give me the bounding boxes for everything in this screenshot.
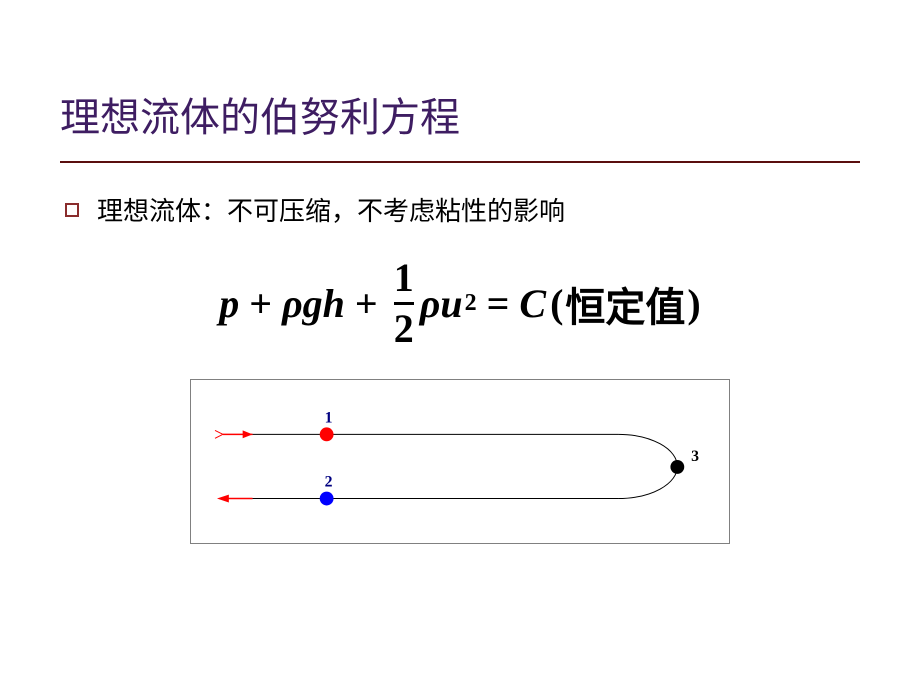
eq-superscript: 2 bbox=[465, 290, 477, 317]
flow-diagram-svg: 1 2 3 bbox=[191, 380, 729, 543]
equation-container: p + ρ g h + 1 2 ρ u 2 = C ( 恒定值 ) bbox=[60, 258, 860, 349]
svg-text:2: 2 bbox=[325, 474, 333, 491]
slide: 理想流体的伯努利方程 理想流体：不可压缩，不考虑粘性的影响 p + ρ g h … bbox=[0, 0, 920, 690]
eq-C: C bbox=[519, 280, 546, 327]
eq-rho: ρ bbox=[420, 280, 441, 327]
eq-paren-close: ) bbox=[685, 280, 700, 327]
bullet-row: 理想流体：不可压缩，不考虑粘性的影响 bbox=[65, 191, 860, 228]
bernoulli-equation: p + ρ g h + 1 2 ρ u 2 = C ( 恒定值 ) bbox=[219, 258, 700, 349]
eq-equals: = bbox=[477, 280, 520, 327]
flow-diagram: 1 2 3 bbox=[190, 379, 730, 544]
eq-constant-text: 恒定值 bbox=[565, 275, 685, 333]
eq-p: p bbox=[219, 280, 239, 327]
eq-plus: + bbox=[345, 280, 388, 327]
bullet-icon bbox=[65, 203, 79, 217]
bullet-text: 理想流体：不可压缩，不考虑粘性的影响 bbox=[97, 191, 565, 228]
eq-paren-open: ( bbox=[546, 280, 565, 327]
svg-text:1: 1 bbox=[325, 409, 333, 426]
slide-title: 理想流体的伯努利方程 bbox=[60, 85, 860, 163]
eq-frac-num: 1 bbox=[394, 258, 414, 302]
eq-rho: ρ bbox=[282, 280, 303, 327]
eq-plus: + bbox=[239, 280, 282, 327]
eq-frac-den: 2 bbox=[394, 305, 414, 349]
eq-g: g bbox=[303, 280, 323, 327]
eq-fraction: 1 2 bbox=[394, 258, 414, 349]
svg-text:3: 3 bbox=[691, 448, 699, 465]
eq-h: h bbox=[323, 280, 345, 327]
eq-u: u bbox=[440, 280, 462, 327]
